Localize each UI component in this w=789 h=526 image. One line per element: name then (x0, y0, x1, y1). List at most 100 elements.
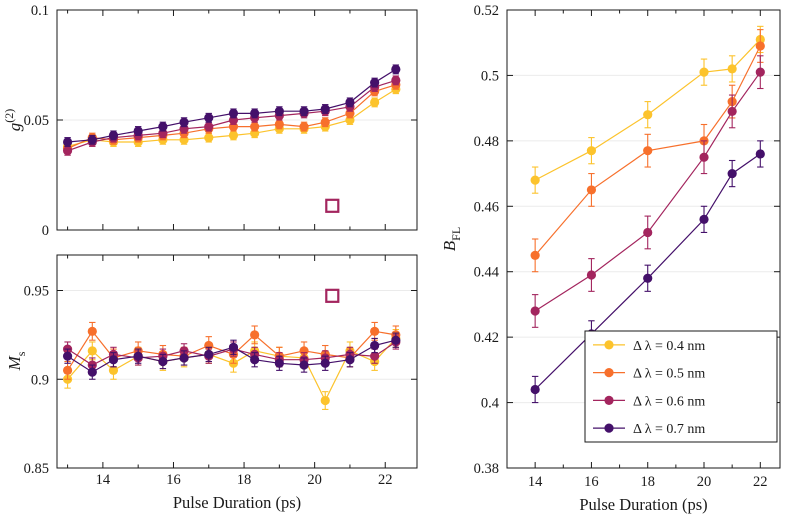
x-axis-label: Pulse Duration (ps) (579, 495, 707, 514)
data-point-marker (299, 360, 309, 370)
data-point-marker (643, 110, 653, 120)
data-point-marker (370, 326, 380, 336)
outlier-square-marker (325, 288, 340, 303)
data-point-marker (108, 130, 119, 140)
data-point-marker (370, 97, 380, 107)
bfl-panel: 14 16 18 20 22 0.38 0.4 0.42 0.44 0.46 0.48 0.5 0.52… (440, 3, 781, 514)
data-point-marker (345, 355, 355, 365)
y-tick-label: 0.1 (31, 3, 49, 19)
data-point-marker (727, 106, 737, 117)
data-point-marker (320, 104, 330, 114)
data-point-marker (250, 330, 260, 340)
data-point-marker (299, 122, 309, 132)
g2-panel: 0 0.05 0.1 g(2) (2, 3, 418, 239)
legend-marker (604, 395, 614, 405)
x-tick-label: 18 (640, 474, 655, 490)
legend-label: Δ λ = 0.6 nm (633, 394, 705, 409)
legend-label: Δ λ = 0.7 nm (633, 422, 705, 437)
data-point-marker (586, 270, 597, 280)
data-point-marker (727, 64, 737, 74)
data-point-marker (133, 126, 143, 136)
data-point-marker (699, 214, 709, 224)
legend-label: Δ λ = 0.5 nm (633, 367, 705, 382)
data-point-marker (158, 122, 168, 132)
data-point-marker (87, 367, 97, 377)
legend-item: Δ λ = 0.5 nm (593, 367, 705, 382)
y-tick-label: 0.48 (474, 134, 499, 150)
data-point-marker (391, 75, 401, 85)
legend-marker (604, 423, 614, 433)
data-point-marker (62, 137, 73, 147)
data-point-marker (204, 349, 214, 359)
x-tick-label: 16 (166, 472, 181, 488)
legend-marker (604, 340, 614, 350)
data-point-marker (204, 113, 214, 123)
data-point-marker (320, 358, 330, 368)
axes-box (506, 9, 781, 469)
y-tick-label: 0.44 (474, 265, 500, 281)
x-tick-label: 16 (584, 474, 599, 490)
data-point-marker (643, 227, 653, 238)
data-point-marker (755, 149, 765, 159)
legend-item: Δ λ = 0.7 nm (593, 422, 705, 437)
y-tick-label: 0.46 (474, 199, 499, 215)
y-tick-label: 0.5 (481, 68, 499, 84)
series-3 (62, 332, 401, 380)
data-point-marker (133, 351, 143, 361)
series-0 (530, 25, 765, 194)
data-point-marker (108, 365, 119, 375)
data-point-marker (274, 106, 284, 116)
data-point-marker (755, 67, 765, 77)
data-point-marker (87, 346, 97, 356)
legend-item: Δ λ = 0.6 nm (593, 394, 705, 409)
data-point-marker (727, 168, 737, 179)
axes-box (56, 254, 418, 469)
data-point-marker (370, 78, 380, 88)
y-axis-label: g(2) (2, 109, 24, 132)
data-point-marker (699, 67, 709, 77)
series-2 (530, 55, 765, 328)
data-point-marker (643, 273, 653, 283)
legend-box (584, 330, 778, 443)
y-tick-label: 0.05 (24, 113, 49, 129)
series-3 (62, 64, 401, 147)
data-point-marker (250, 108, 260, 118)
series-line (534, 45, 761, 256)
data-point-marker (179, 117, 189, 127)
data-point-marker (87, 326, 97, 336)
y-tick-label: 0.9 (31, 372, 49, 388)
data-point-marker (274, 358, 284, 368)
data-point-marker (274, 119, 284, 129)
x-tick-label: 20 (307, 472, 322, 488)
data-point-marker (62, 365, 73, 375)
series-line (534, 71, 761, 312)
data-point-marker (228, 130, 239, 140)
series-line (534, 153, 761, 390)
data-point-marker (62, 351, 73, 361)
data-point-marker (699, 152, 709, 162)
data-point-marker (391, 64, 401, 74)
data-point-marker (228, 108, 239, 118)
outlier-square-marker (325, 198, 340, 213)
series-line (534, 38, 761, 181)
data-point-marker (204, 122, 214, 132)
y-axis-label: BFL (440, 227, 463, 251)
data-point-marker (370, 340, 380, 351)
data-point-marker (108, 355, 119, 365)
legend-item: Δ λ = 0.4 nm (593, 339, 705, 354)
y-tick-label: 0.52 (474, 3, 499, 19)
data-point-marker (250, 122, 260, 132)
x-tick-label: 14 (528, 474, 543, 490)
x-axis-label: Pulse Duration (ps) (173, 493, 301, 512)
data-point-marker (62, 146, 73, 156)
data-point-marker (391, 335, 401, 345)
data-point-marker (530, 250, 540, 260)
data-point-marker (204, 133, 214, 143)
data-point-marker (250, 355, 260, 365)
x-tick-label: 18 (237, 472, 252, 488)
y-tick-label: 0.95 (24, 284, 49, 300)
data-point-marker (299, 106, 309, 116)
data-point-marker (158, 356, 168, 367)
x-tick-label: 22 (378, 472, 393, 488)
y-tick-label: 0.85 (24, 461, 49, 477)
